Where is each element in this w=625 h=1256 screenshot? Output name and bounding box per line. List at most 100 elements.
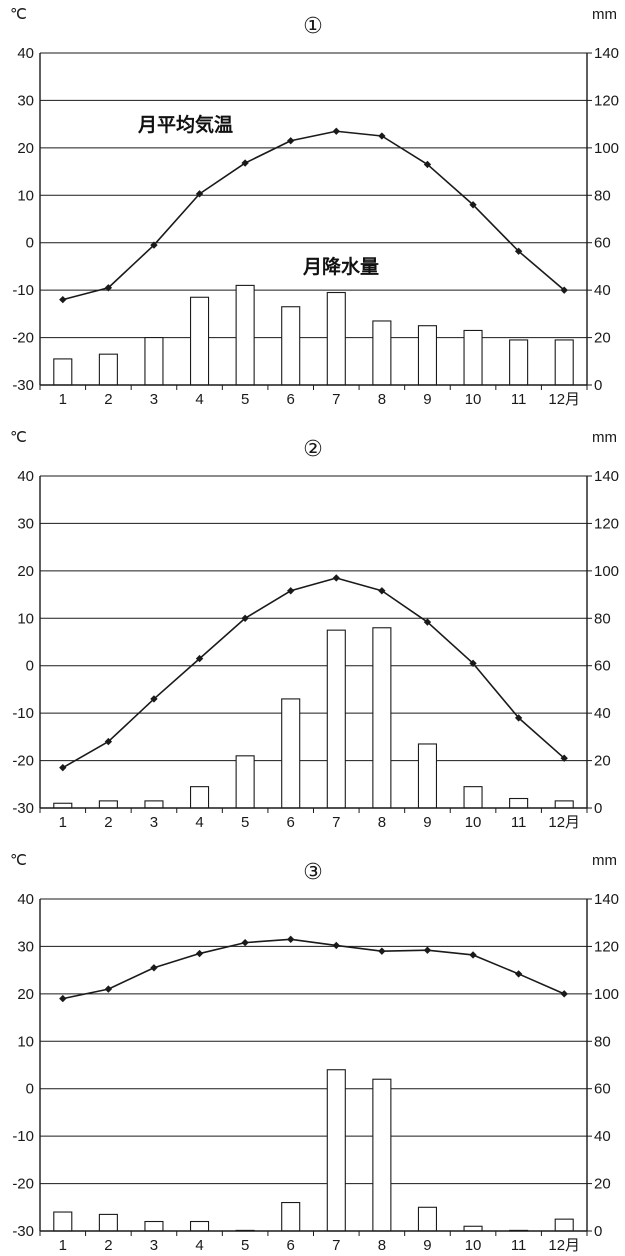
precipitation-bar [417,325,438,386]
temperature-point [241,938,249,947]
precipitation-bar [326,291,346,386]
precipitation-bar [144,800,164,809]
precipitation-bar [235,755,255,809]
precipitation-bar [509,797,529,809]
left-tick-label: 10 [17,610,34,627]
left-tick-label: -10 [12,1128,34,1145]
precipitation-bar [463,1225,483,1232]
right-tick-label: 120 [594,515,619,532]
right-tick-label: 40 [594,1128,611,1145]
precipitation-bar [372,627,392,809]
right-axis-unit: mm [592,852,617,869]
temperature-annotation: 月平均気温 [137,113,233,136]
left-tick-label: 10 [17,187,34,204]
left-tick-label: -20 [12,1176,34,1193]
x-tick-label: 11 [511,391,527,408]
precipitation-bar [235,284,255,386]
right-axis-unit: mm [592,6,617,23]
climate-chart-1: ①℃ mm403020100-10-20-30140120100806040200… [10,6,619,408]
x-tick-label: 1 [59,814,67,831]
left-tick-label: -30 [12,377,34,394]
precipitation-bar [554,339,574,386]
temperature-point [469,951,477,959]
precipitation-bar [281,306,301,386]
x-tick-label: 4 [195,814,203,831]
chart-title: ③ [303,860,323,885]
left-tick-label: 40 [17,468,34,485]
x-tick-label: 12月 [548,391,580,408]
precipitation-bar [417,743,438,809]
left-tick-label: -30 [12,800,34,817]
x-tick-label: 10 [465,391,482,408]
right-tick-label: 140 [594,45,619,62]
temperature-point [560,990,568,998]
precipitation-bar [372,1078,392,1232]
precipitation-bar [144,337,164,386]
right-tick-label: 100 [594,563,619,580]
left-tick-label: 20 [17,986,34,1003]
x-tick-label: 5 [241,1237,249,1254]
left-tick-label: 0 [26,658,34,675]
left-tick-label: 40 [17,891,34,908]
x-tick-label: 8 [378,1237,386,1254]
temperature-point [560,286,568,294]
x-tick-label: 5 [241,814,249,831]
temperature-point [104,284,113,292]
right-tick-label: 20 [594,330,611,347]
precipitation-bar [189,786,210,809]
temperature-point [150,241,158,249]
precipitation-bar [554,800,574,809]
right-tick-label: 100 [594,986,619,1003]
temperature-point [241,159,249,167]
left-tick-label: 30 [17,938,34,955]
temperature-point [195,949,204,958]
left-tick-label: 30 [17,92,34,109]
chart-title: ② [303,437,323,462]
temperature-point [560,754,568,762]
left-tick-label: -20 [12,753,34,770]
left-tick-label: 10 [17,1033,34,1050]
precipitation-bar [326,629,346,809]
left-tick-label: -20 [12,330,34,347]
precipitation-bar [281,1201,301,1232]
left-axis-unit: ℃ [10,429,27,446]
x-tick-label: 8 [378,391,386,408]
precipitation-bar [98,1213,118,1232]
temperature-point [514,714,523,722]
temperature-point [59,764,67,772]
temperature-point [150,695,158,703]
temperature-point [287,587,295,595]
precipitation-bar [53,358,73,386]
left-tick-label: -10 [12,282,34,299]
temperature-point [332,941,340,950]
right-tick-label: 20 [594,753,611,770]
precipitation-bar [98,353,118,386]
precipitation-bar [509,339,529,386]
temperature-point [59,295,67,304]
right-tick-label: 60 [594,235,611,252]
temperature-line [62,130,565,301]
right-tick-label: 120 [594,938,619,955]
right-tick-label: 80 [594,610,611,627]
x-tick-label: 8 [378,814,386,831]
right-tick-label: 40 [594,705,611,722]
temperature-line [62,577,565,769]
x-tick-label: 3 [150,814,158,831]
temperature-point [150,964,158,972]
x-tick-label: 2 [104,1237,112,1254]
right-tick-label: 20 [594,1176,611,1193]
x-tick-label: 4 [195,1237,203,1254]
x-tick-label: 4 [195,391,203,408]
left-tick-label: -10 [12,705,34,722]
x-tick-label: 1 [59,1237,67,1254]
x-tick-label: 5 [241,391,249,408]
x-tick-label: 7 [332,1237,340,1254]
x-tick-label: 10 [465,814,482,831]
precipitation-bar [98,800,118,809]
precipitation-bar [463,329,483,386]
left-tick-label: -30 [12,1223,34,1240]
chart-title: ① [303,14,323,39]
right-tick-label: 120 [594,92,619,109]
x-tick-label: 7 [332,391,340,408]
